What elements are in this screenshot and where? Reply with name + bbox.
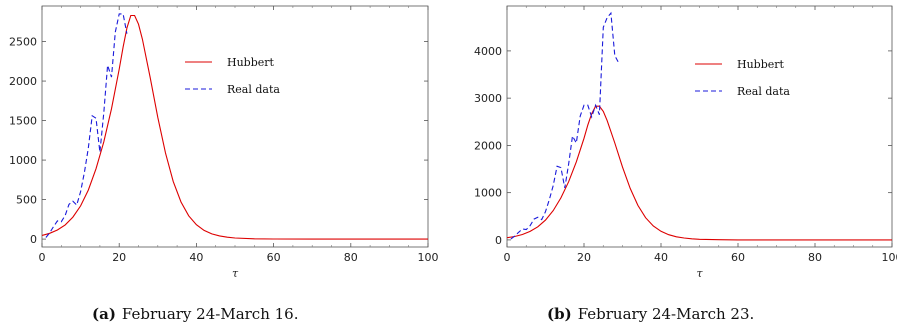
chart-b-plot: 02040608010001000200030004000τHubbertRea… xyxy=(474,5,897,280)
chart-panel-a: 0 20 40 60 80 100 0 500 1000 1500 2000 2500 τ Hubbert… xyxy=(0,0,448,329)
x-tick-label-a-5: 100 xyxy=(418,251,439,264)
chart-panel-b: 02040608010001000200030004000τHubbertRea… xyxy=(449,0,897,329)
legend-label-a-0: Hubbert xyxy=(227,56,275,69)
y-tick-label-b-1: 1000 xyxy=(474,187,502,200)
x-tick-label-a-3: 60 xyxy=(267,251,281,264)
y-tick-label-a-2: 1000 xyxy=(9,154,37,167)
caption-a-text: February 24-March 16. xyxy=(121,305,299,323)
chart-a-plot: 0 20 40 60 80 10005001000150020002500τHubbert… xyxy=(9,5,439,280)
series-line-a-hubbert xyxy=(42,14,428,240)
x-tick-label-b-1: 20 xyxy=(577,251,591,264)
x-tick-label-a-0: 0 xyxy=(39,251,46,264)
y-tick-label-a-4: 2000 xyxy=(9,75,37,88)
y-tick-label-b-4: 4000 xyxy=(474,45,502,58)
x-tick-label-b-3: 60 xyxy=(731,251,745,264)
caption-a: (a) February 24-March 16. xyxy=(92,305,299,323)
caption-a-tag: (a) xyxy=(92,305,116,323)
x-tick-label-b-4: 80 xyxy=(808,251,822,264)
x-tick-label-a-1: 20 xyxy=(112,251,126,264)
x-axis-label-b: τ xyxy=(696,267,703,280)
caption-b: (b) February 24-March 23. xyxy=(547,305,754,323)
series-line-a-real-data xyxy=(45,13,128,238)
y-tick-label-a-3: 1500 xyxy=(9,115,37,128)
x-tick-label-b-2: 40 xyxy=(654,251,668,264)
x-tick-label-a-2: 40 xyxy=(189,251,203,264)
legend-label-b-0: Hubbert xyxy=(737,58,785,71)
series-line-b-real-data xyxy=(510,11,620,240)
x-tick-label-b-0: 0 xyxy=(504,251,511,264)
series-line-b-hubbert xyxy=(507,105,892,241)
y-tick-label-a-5: 2500 xyxy=(9,36,37,49)
y-tick-label-b-3: 3000 xyxy=(474,92,502,105)
caption-b-text: February 24-March 23. xyxy=(577,305,755,323)
x-tick-label-b-5: 100 xyxy=(882,251,897,264)
y-tick-label-b-2: 2000 xyxy=(474,139,502,152)
legend-label-a-1: Real data xyxy=(227,83,280,96)
plot-frame-b xyxy=(506,5,893,248)
y-tick-label-a-0: 0 xyxy=(30,233,37,246)
x-tick-label-a-4: 80 xyxy=(344,251,358,264)
plot-frame-a xyxy=(41,5,429,248)
x-axis-label-a: τ xyxy=(232,267,239,280)
caption-b-tag: (b) xyxy=(547,305,572,323)
y-tick-label-a-1: 500 xyxy=(16,194,37,207)
y-tick-label-b-0: 0 xyxy=(495,234,502,247)
legend-label-b-1: Real data xyxy=(737,85,790,98)
